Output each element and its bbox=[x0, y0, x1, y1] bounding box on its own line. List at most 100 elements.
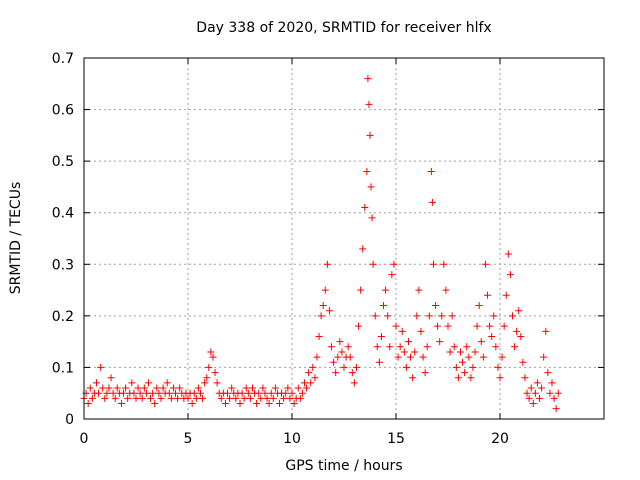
data-point bbox=[388, 271, 396, 279]
data-point bbox=[438, 312, 446, 320]
data-point bbox=[300, 379, 308, 387]
data-point bbox=[413, 312, 421, 320]
data-point bbox=[375, 358, 383, 366]
data-point bbox=[371, 312, 379, 320]
data-point bbox=[236, 400, 244, 408]
data-point bbox=[305, 369, 313, 377]
data-point bbox=[446, 348, 454, 356]
data-point bbox=[382, 286, 390, 294]
data-point bbox=[436, 338, 444, 346]
data-point bbox=[492, 343, 500, 351]
data-point bbox=[434, 322, 442, 330]
data-point bbox=[259, 384, 267, 392]
data-point bbox=[332, 369, 340, 377]
data-point bbox=[226, 394, 234, 402]
data-point bbox=[101, 394, 109, 402]
data-point bbox=[209, 353, 217, 361]
data-point bbox=[373, 343, 381, 351]
data-point bbox=[228, 384, 236, 392]
data-point bbox=[134, 384, 142, 392]
data-point bbox=[95, 389, 103, 397]
data-point bbox=[461, 369, 469, 377]
data-point bbox=[261, 389, 269, 397]
data-point bbox=[490, 312, 498, 320]
data-point bbox=[334, 353, 342, 361]
data-point bbox=[319, 302, 327, 310]
data-point bbox=[307, 379, 315, 387]
data-point bbox=[240, 394, 248, 402]
data-point bbox=[311, 374, 319, 382]
data-point bbox=[246, 394, 254, 402]
axis-ticks: 0 0.1 0.2 0.3 0.4 0.5 0.6 0.7 0 5 10 15 20 bbox=[52, 51, 604, 447]
data-point bbox=[525, 394, 533, 402]
data-point bbox=[313, 353, 321, 361]
data-point bbox=[296, 394, 304, 402]
data-point bbox=[546, 389, 554, 397]
data-point bbox=[122, 384, 130, 392]
data-point bbox=[469, 363, 477, 371]
data-point bbox=[519, 358, 527, 366]
data-point bbox=[411, 348, 419, 356]
data-point bbox=[459, 358, 467, 366]
data-point bbox=[142, 389, 150, 397]
data-point bbox=[481, 260, 489, 268]
data-point bbox=[452, 363, 460, 371]
data-point bbox=[467, 374, 475, 382]
data-point bbox=[380, 302, 388, 310]
data-point bbox=[338, 348, 346, 356]
data-point bbox=[402, 363, 410, 371]
data-point bbox=[386, 343, 394, 351]
data-point bbox=[298, 389, 306, 397]
data-point bbox=[221, 400, 229, 408]
data-points bbox=[80, 75, 562, 413]
chart-title: Day 338 of 2020, SRMTID for receiver hlf… bbox=[196, 20, 491, 36]
data-point bbox=[120, 389, 128, 397]
data-point bbox=[394, 353, 402, 361]
data-point bbox=[513, 327, 521, 335]
data-point bbox=[138, 394, 146, 402]
data-point bbox=[269, 394, 277, 402]
data-point bbox=[357, 286, 365, 294]
data-point bbox=[359, 245, 367, 253]
x-tick-label: 20 bbox=[491, 431, 509, 447]
data-point bbox=[390, 260, 398, 268]
data-point bbox=[213, 379, 221, 387]
data-point bbox=[159, 384, 167, 392]
data-point bbox=[384, 312, 392, 320]
data-point bbox=[423, 343, 431, 351]
data-point bbox=[267, 389, 275, 397]
data-point bbox=[132, 394, 140, 402]
y-tick-label: 0.2 bbox=[52, 309, 74, 325]
data-point bbox=[149, 389, 157, 397]
data-point bbox=[144, 379, 152, 387]
data-point bbox=[248, 384, 256, 392]
data-point bbox=[488, 332, 496, 340]
data-point bbox=[473, 322, 481, 330]
data-point bbox=[344, 343, 352, 351]
data-point bbox=[415, 286, 423, 294]
data-point bbox=[165, 389, 173, 397]
data-point bbox=[365, 100, 373, 108]
data-point bbox=[409, 374, 417, 382]
data-point bbox=[352, 363, 360, 371]
data-point bbox=[523, 389, 531, 397]
data-point bbox=[103, 389, 111, 397]
data-point bbox=[348, 369, 356, 377]
data-point bbox=[527, 384, 535, 392]
data-point bbox=[417, 327, 425, 335]
data-point bbox=[136, 389, 144, 397]
data-point bbox=[368, 214, 376, 222]
y-tick-label: 0.7 bbox=[52, 51, 74, 67]
data-point bbox=[448, 312, 456, 320]
data-point bbox=[508, 312, 516, 320]
data-point bbox=[140, 384, 148, 392]
data-point bbox=[97, 363, 105, 371]
data-point bbox=[366, 131, 374, 139]
data-point bbox=[124, 394, 132, 402]
data-point bbox=[238, 389, 246, 397]
data-point bbox=[367, 183, 375, 191]
data-point bbox=[194, 384, 202, 392]
data-point bbox=[369, 260, 377, 268]
data-point bbox=[407, 353, 415, 361]
data-point bbox=[521, 374, 529, 382]
